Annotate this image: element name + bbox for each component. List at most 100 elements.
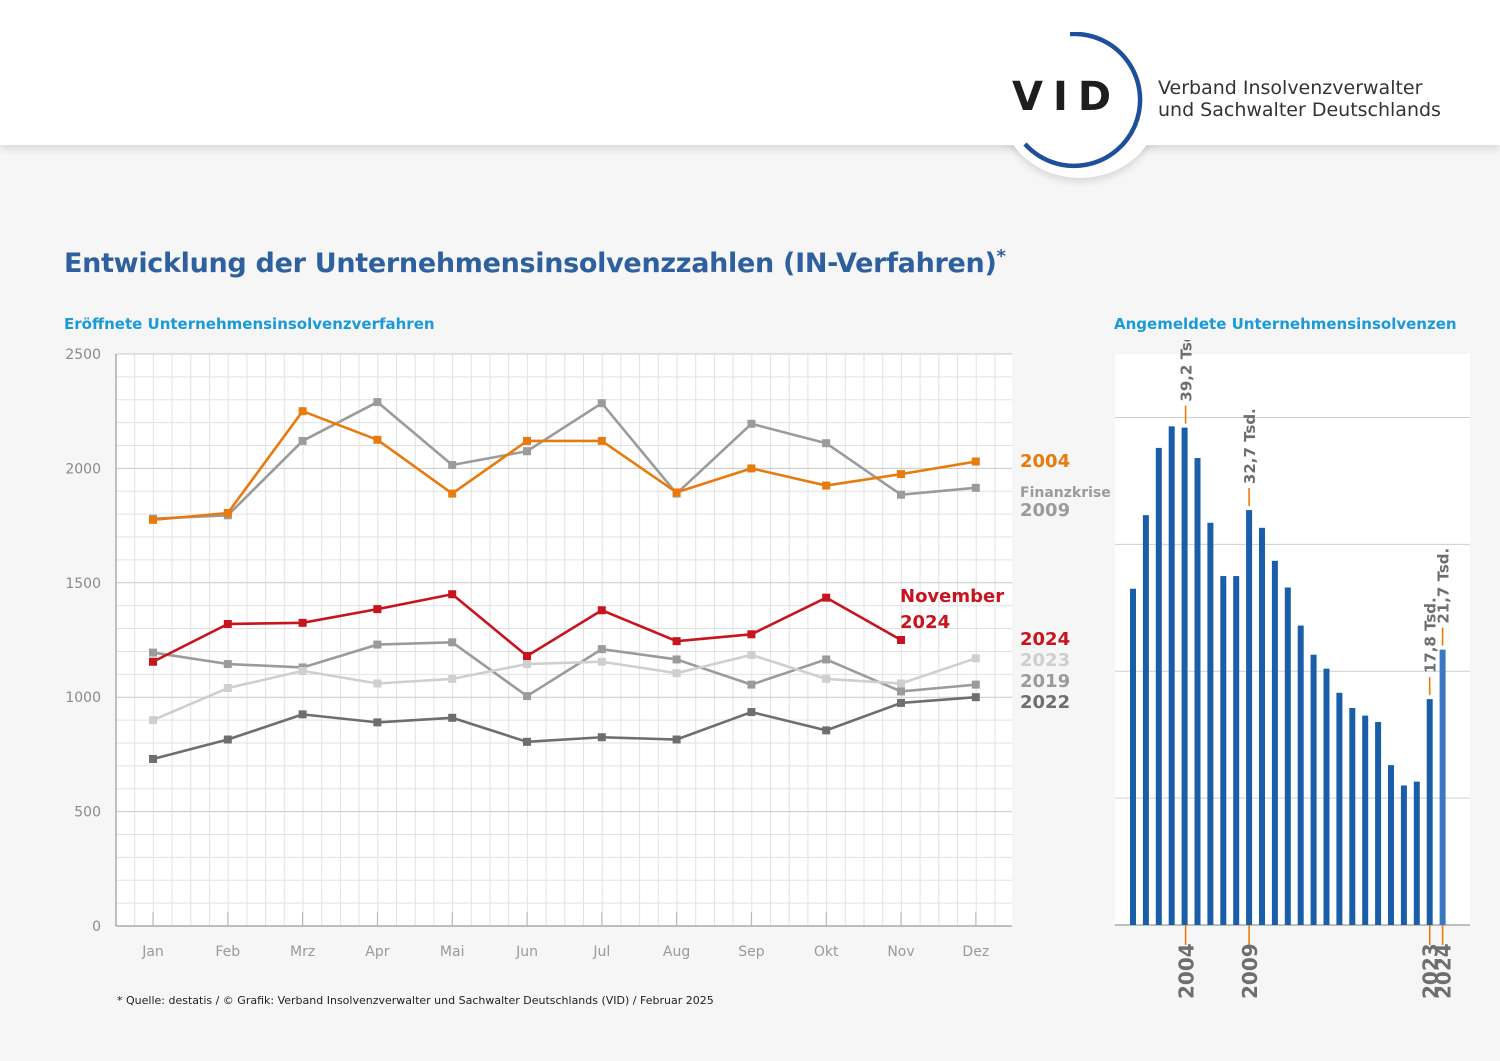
data-point-2024 <box>149 657 157 666</box>
data-point-2019 <box>747 680 756 689</box>
data-point-2004 <box>373 435 382 444</box>
value-label-2004: 39,2 Tsd. <box>1178 340 1196 402</box>
data-point-2022 <box>971 693 980 702</box>
data-point-2024 <box>897 636 905 644</box>
page-title: Entwicklung der Unternehmensinsolvenzzah… <box>64 246 1006 279</box>
data-point-2009 <box>298 436 307 445</box>
data-point-2019 <box>971 680 980 689</box>
data-point-2024 <box>747 630 756 639</box>
bar-2015 <box>1323 668 1330 925</box>
data-point-2004 <box>298 407 307 416</box>
x-tick-label: Dez <box>962 944 989 960</box>
line-chart-title: Eröffnete Unternehmensinsolvenzverfahren <box>64 315 435 333</box>
series-line-2019 <box>152 640 976 698</box>
data-point-2004 <box>747 464 756 473</box>
series-line-2022 <box>152 695 976 761</box>
bar-2006 <box>1207 522 1214 925</box>
data-point-2024 <box>523 652 531 661</box>
bar-2009 <box>1246 510 1253 925</box>
series-label-2009: 2009 <box>1020 500 1070 521</box>
data-point-2023 <box>971 654 980 663</box>
y-tick-label: 0 <box>92 919 101 935</box>
data-point-2024 <box>822 593 831 602</box>
x-tick-label: Nov <box>887 944 914 960</box>
series-label-prefix: Finanzkrise <box>1020 485 1110 501</box>
data-point-2019 <box>523 692 531 701</box>
y-tick-label: 500 <box>74 805 101 821</box>
year-label-2023: 2023 <box>1419 943 1443 999</box>
data-point-2023 <box>373 679 382 688</box>
x-tick-label: Jun <box>515 944 538 960</box>
data-point-2009 <box>897 490 905 499</box>
bar-2014 <box>1310 654 1317 925</box>
data-point-2009 <box>971 483 980 492</box>
data-point-2004 <box>448 489 457 498</box>
data-point-2023 <box>149 716 157 725</box>
series-label-2019: 2019 <box>1020 671 1070 692</box>
title-footnote-mark: * <box>996 246 1006 267</box>
data-point-2022 <box>448 713 457 722</box>
bar-2010 <box>1259 527 1265 925</box>
bar-2003 <box>1168 426 1175 925</box>
bar-2001 <box>1142 515 1149 925</box>
bar-2019 <box>1375 721 1382 925</box>
series-label-2022: 2022 <box>1020 692 1070 713</box>
bar-2013 <box>1297 625 1304 925</box>
data-point-2004 <box>672 488 681 497</box>
annotation-line1: November <box>900 586 1004 607</box>
x-tick-label: Sep <box>738 944 765 960</box>
brand-name-line2: und Sachwalter Deutschlands <box>1158 99 1441 121</box>
bar-2018 <box>1362 715 1369 925</box>
header-bar <box>0 0 1500 145</box>
data-point-2004 <box>523 436 531 445</box>
footnote: * Quelle: destatis / © Grafik: Verband I… <box>117 994 714 1007</box>
series-line-2023 <box>152 653 977 722</box>
page-title-text: Entwicklung der Unternehmensinsolvenzzah… <box>64 248 997 279</box>
series-line-2009 <box>152 400 976 521</box>
logo-text: VID <box>1012 74 1122 120</box>
x-tick-label: Aug <box>663 944 690 960</box>
data-point-2009 <box>747 419 756 428</box>
data-point-2022 <box>373 718 382 727</box>
data-point-2023 <box>448 674 457 683</box>
data-point-2009 <box>373 398 382 407</box>
series-label-2023: 2023 <box>1020 650 1070 671</box>
x-tick-label: Mai <box>440 944 465 960</box>
series-line-2004 <box>152 409 977 522</box>
data-point-2024 <box>597 606 606 615</box>
data-point-2023 <box>223 684 232 693</box>
data-point-2022 <box>897 698 905 707</box>
x-tick-label: Feb <box>215 944 240 960</box>
data-point-2022 <box>747 708 756 717</box>
data-point-2019 <box>897 687 905 696</box>
year-label-2009: 2009 <box>1238 943 1262 999</box>
data-point-2019 <box>149 648 157 657</box>
data-point-2004 <box>971 457 980 466</box>
annotation-line2: 2024 <box>900 612 950 633</box>
x-tick-label: Jul <box>592 944 610 960</box>
data-point-2022 <box>822 726 831 735</box>
data-point-2024 <box>672 637 681 646</box>
bar-chart-title: Angemeldete Unternehmensinsolvenzen <box>1114 315 1457 333</box>
x-tick-label: Jan <box>141 944 164 960</box>
data-point-2023 <box>523 660 531 669</box>
data-point-2023 <box>747 650 756 659</box>
x-tick-label: Mrz <box>290 944 315 960</box>
bar-2011 <box>1271 560 1278 925</box>
data-point-2023 <box>672 669 681 678</box>
bar-2007 <box>1220 576 1227 925</box>
series-label-2004: 2004 <box>1020 451 1070 472</box>
data-point-2024 <box>223 619 232 628</box>
bar-2020 <box>1388 765 1394 925</box>
data-point-2019 <box>597 645 606 654</box>
y-tick-label: 1500 <box>65 576 101 592</box>
y-tick-label: 1000 <box>65 690 101 706</box>
data-point-2009 <box>523 447 531 456</box>
bar-2008 <box>1233 576 1240 925</box>
data-point-2004 <box>223 509 232 518</box>
data-point-2024 <box>298 618 307 627</box>
bar-2000 <box>1130 588 1136 925</box>
brand-name-line1: Verband Insolvenzverwalter <box>1158 77 1423 99</box>
data-point-2004 <box>597 436 606 445</box>
